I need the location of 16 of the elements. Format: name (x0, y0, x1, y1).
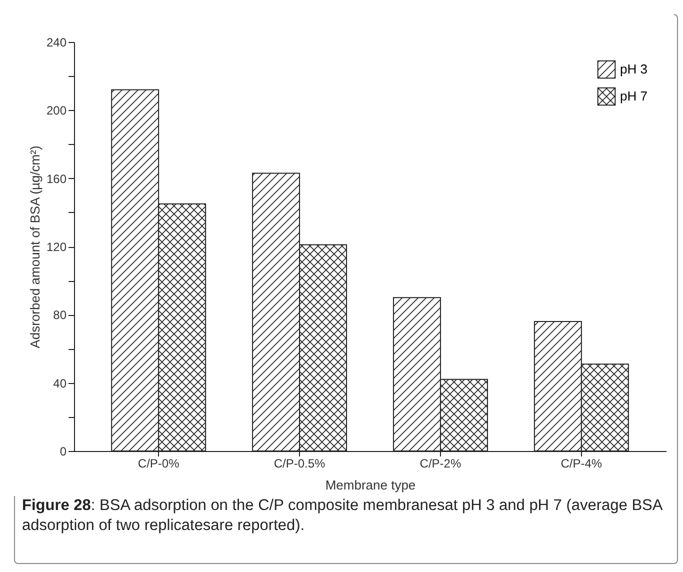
y-axis-title: Adsrorbed amount of BSA (µg/cm²) (27, 146, 42, 348)
legend-label: pH 3 (620, 62, 648, 76)
caption: Figure 28: BSA adsorption on the C/P composite membranesat pH 3 and pH 7 (average BSA adsorption of two replicatesare reported). (22, 496, 664, 536)
legend-label: pH 7 (620, 88, 648, 104)
y-tick-label: 80 (53, 308, 67, 322)
y-tick-label: 0 (60, 444, 67, 458)
y-tick-label: 160 (46, 172, 67, 186)
x-tick-label: C/P-2% (420, 456, 462, 470)
x-tick-label: C/P-0% (138, 456, 180, 470)
y-tick-label: 240 (46, 36, 67, 50)
x-axis-title: Membrane type (325, 478, 416, 492)
x-tick-label: C/P-4% (560, 456, 602, 470)
y-tick-label: 200 (46, 104, 67, 118)
x-tick-label: C/P-0.5% (274, 456, 326, 470)
y-tick-label: 40 (53, 376, 67, 390)
y-tick-label: 120 (46, 240, 67, 254)
